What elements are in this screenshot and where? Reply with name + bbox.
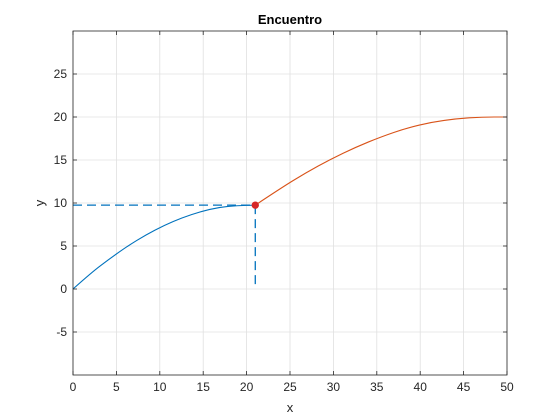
y-tick-label: 25 — [54, 67, 68, 81]
x-tick-label: 0 — [70, 380, 77, 394]
ticks: 0 5 10 15 20 25 30 35 40 45 50 -5 0 5 10 15 20 25 — [54, 31, 514, 394]
chart-title: Encuentro — [258, 12, 322, 27]
x-tick-label: 20 — [240, 380, 254, 394]
series-group — [72, 116, 507, 290]
x-tick-label: 5 — [113, 380, 120, 394]
x-tick-label: 50 — [500, 380, 514, 394]
intersection-point — [251, 201, 259, 209]
series-line-1 — [72, 204, 256, 290]
x-tick-label: 40 — [414, 380, 428, 394]
series-line-2 — [254, 116, 507, 206]
x-tick-label: 35 — [370, 380, 384, 394]
y-tick-label: 0 — [60, 282, 67, 296]
x-tick-label: 45 — [457, 380, 471, 394]
grid — [72, 31, 508, 375]
markers — [251, 201, 259, 209]
x-tick-label: 10 — [153, 380, 167, 394]
x-tick-label: 25 — [283, 380, 297, 394]
y-tick-label: 5 — [60, 239, 67, 253]
y-tick-label: 10 — [54, 196, 68, 210]
x-axis-label: x — [287, 400, 294, 415]
y-tick-label: 20 — [54, 110, 68, 124]
y-tick-label: -5 — [56, 325, 67, 339]
y-tick-label: 15 — [54, 153, 68, 167]
y-axis-label: y — [32, 199, 47, 206]
x-tick-label: 30 — [327, 380, 341, 394]
x-tick-label: 15 — [197, 380, 211, 394]
